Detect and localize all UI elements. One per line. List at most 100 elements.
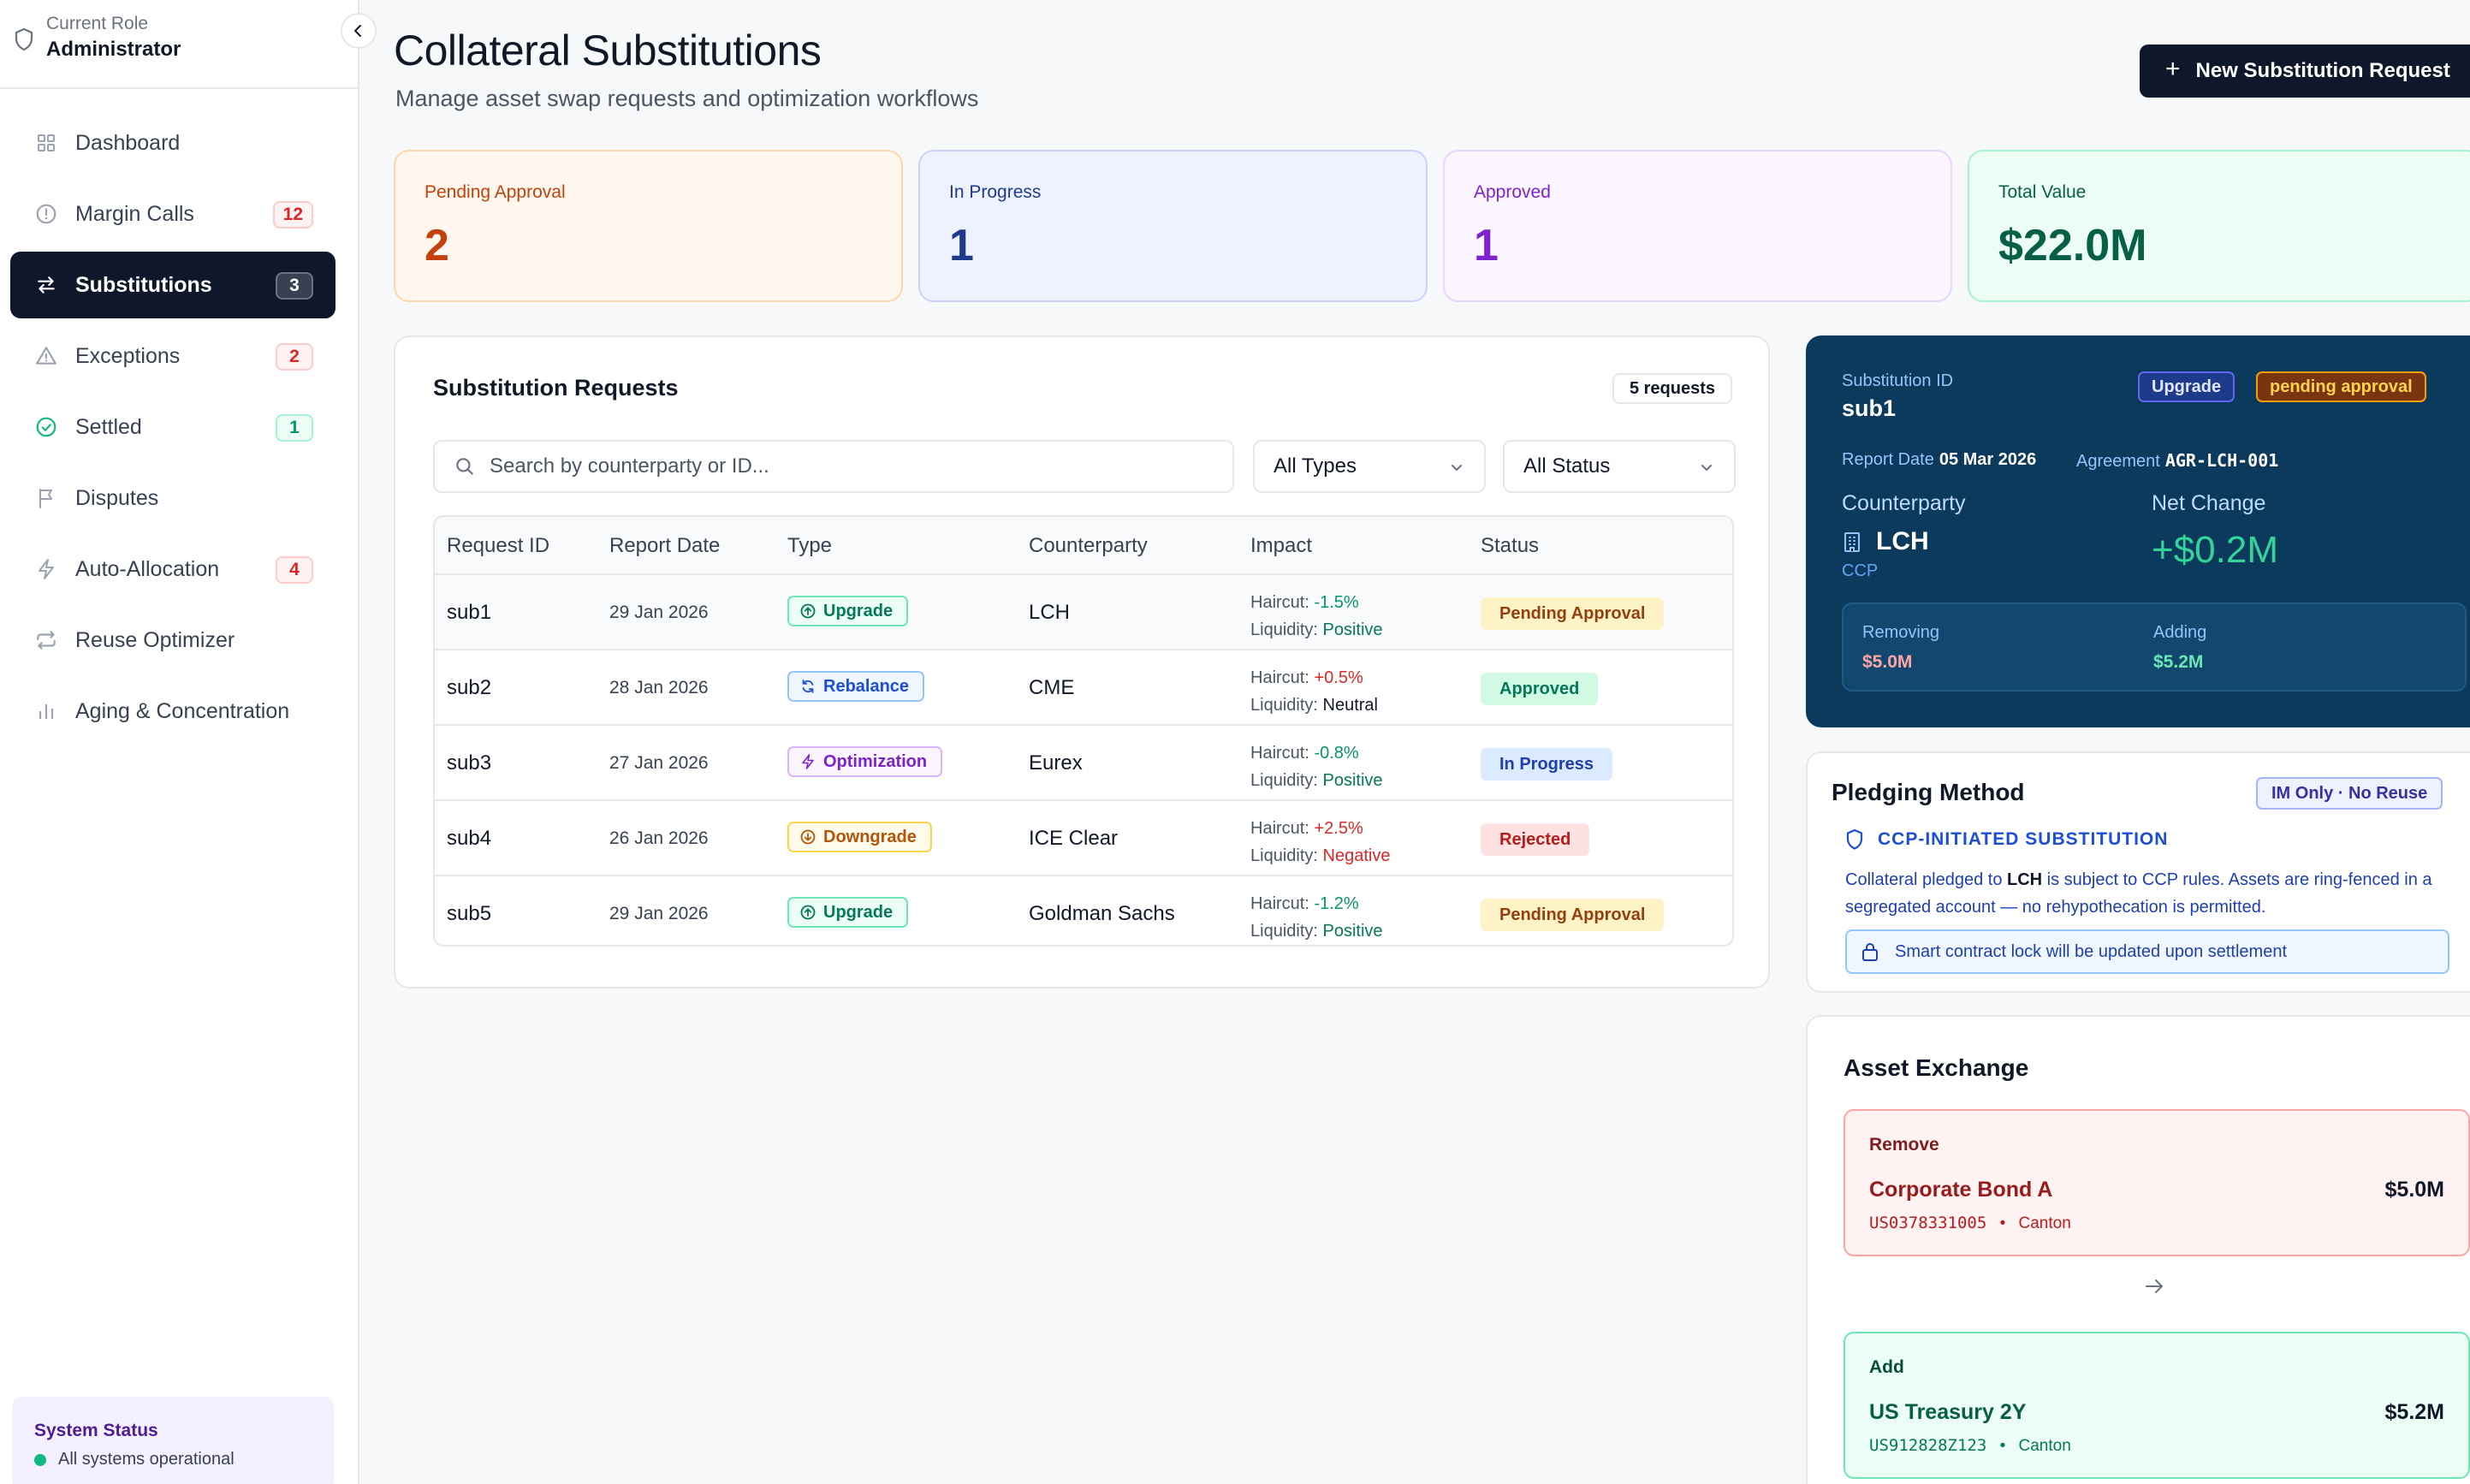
impact-cell: Haircut: -1.2% Liquidity: Positive (1250, 890, 1383, 945)
refresh-icon (802, 680, 814, 693)
impact-cell: Haircut: +0.5% Liquidity: Neutral (1250, 664, 1378, 719)
report-date: 26 Jan 2026 (609, 828, 709, 848)
haircut-label: Haircut: (1250, 593, 1309, 612)
sidebar-item-disputes[interactable]: Disputes (10, 465, 335, 531)
liquidity-label: Liquidity: (1250, 846, 1318, 865)
dashboard-icon (34, 131, 58, 155)
column-header-request-id[interactable]: Request ID (447, 534, 550, 557)
status-filter-select[interactable]: All Status (1503, 440, 1736, 493)
role-name[interactable]: Administrator (46, 38, 181, 61)
sidebar-item-reuse-optimizer[interactable]: Reuse Optimizer (10, 607, 335, 674)
substitution-detail-card: Substitution ID sub1 Upgrade pending app… (1806, 335, 2470, 727)
counterparty-label: Counterparty (1842, 491, 1966, 515)
sidebar-item-label: Substitutions (75, 272, 212, 297)
sidebar-item-label: Exceptions (75, 343, 181, 368)
column-header-impact[interactable]: Impact (1250, 534, 1313, 557)
lock-icon (1862, 943, 1878, 961)
column-header-report-date[interactable]: Report Date (609, 534, 721, 557)
stat-value: 1 (1474, 221, 1499, 270)
type-badge: Upgrade (787, 897, 909, 928)
arrow-up-circle-icon (800, 905, 816, 920)
bar-chart-icon (34, 699, 58, 723)
remove-asset-amount: $5.0M (2384, 1178, 2444, 1202)
sidebar-item-dashboard[interactable]: Dashboard (10, 110, 335, 176)
chevron-down-icon (1452, 465, 1462, 471)
status-dot-icon (34, 1453, 46, 1466)
table-header: Request ID Report Date Type Counterparty… (435, 517, 1732, 575)
request-id: sub1 (447, 601, 492, 624)
add-label: Add (1869, 1357, 1904, 1377)
remove-label: Remove (1869, 1135, 1939, 1155)
type-filter-select[interactable]: All Types (1253, 440, 1486, 493)
removing-label: Removing (1862, 623, 1940, 642)
request-id: sub5 (447, 902, 492, 925)
status-badge: Pending Approval (1481, 597, 1665, 630)
sidebar-item-label: Auto-Allocation (75, 556, 220, 581)
sidebar-item-exceptions[interactable]: Exceptions 2 (10, 323, 335, 389)
alert-circle-icon (34, 202, 58, 226)
report-date: 28 Jan 2026 (609, 678, 709, 697)
substitution-requests-card: Substitution Requests 5 requests All Typ… (394, 335, 1770, 988)
haircut-label: Haircut: (1250, 744, 1309, 763)
search-input[interactable] (490, 454, 1226, 478)
sidebar: Current Role Administrator Dashboard Mar… (0, 0, 359, 1484)
column-header-type[interactable]: Type (787, 534, 833, 557)
add-asset-name: US Treasury 2Y (1869, 1400, 2027, 1424)
search-box[interactable] (433, 440, 1234, 493)
liquidity-value: Neutral (1322, 696, 1378, 715)
collapse-sidebar-button[interactable] (341, 13, 377, 49)
pledging-heading: CCP-INITIATED SUBSTITUTION (1845, 828, 2168, 851)
counterparty: LCH (1029, 601, 1071, 624)
column-header-counterparty[interactable]: Counterparty (1029, 534, 1148, 557)
table-row[interactable]: sub4 26 Jan 2026 Downgrade ICE Clear Hai… (435, 801, 1732, 876)
type-label: Optimization (823, 751, 928, 771)
check-circle-icon (34, 415, 58, 439)
sidebar-item-aging-concentration[interactable]: Aging & Concentration (10, 678, 335, 745)
sidebar-item-label: Dashboard (75, 130, 181, 155)
sidebar-item-auto-allocation[interactable]: Auto-Allocation 4 (10, 536, 335, 603)
impact-cell: Haircut: +2.5% Liquidity: Negative (1250, 815, 1390, 870)
sidebar-item-settled[interactable]: Settled 1 (10, 394, 335, 460)
type-badge: Rebalance (787, 671, 925, 702)
sidebar-item-label: Settled (75, 414, 142, 439)
remove-asset-identifier: US0378331005 • Canton (1869, 1214, 2071, 1233)
status-badge: Pending Approval (1481, 899, 1665, 931)
haircut-value: -1.5% (1314, 593, 1359, 612)
new-substitution-request-button[interactable]: + New Substitution Request (2140, 45, 2470, 98)
report-date-label: Report Date (1842, 450, 1934, 469)
table-row[interactable]: sub5 29 Jan 2026 Upgrade Goldman Sachs H… (435, 876, 1732, 945)
system-status-panel: System Status All systems operational (12, 1397, 334, 1484)
counterparty-name: LCH (1842, 527, 1929, 556)
removing-value: $5.0M (1862, 652, 1913, 672)
separator: • (1999, 1437, 2006, 1455)
requests-table: Request ID Report Date Type Counterparty… (433, 515, 1734, 947)
counterparty: ICE Clear (1029, 827, 1119, 850)
new-substitution-request-label: New Substitution Request (2195, 59, 2450, 82)
pledging-description-suffix: is subject to CCP rules. Assets are ring… (1845, 870, 2432, 917)
haircut-label: Haircut: (1250, 668, 1309, 687)
request-id: sub4 (447, 827, 492, 850)
table-row[interactable]: sub3 27 Jan 2026 Optimization Eurex Hair… (435, 726, 1732, 801)
counterparty-type: CCP (1842, 561, 1879, 580)
column-header-status[interactable]: Status (1481, 534, 1540, 557)
count-badge: 1 (276, 414, 313, 442)
add-asset-identifier: US912828Z123 • Canton (1869, 1436, 2071, 1456)
table-row[interactable]: sub2 28 Jan 2026 Rebalance CME Haircut: … (435, 650, 1732, 726)
pledging-description-prefix: Collateral pledged to (1845, 870, 2008, 889)
shield-icon (1846, 828, 1863, 850)
count-badge: 12 (272, 201, 313, 229)
haircut-label: Haircut: (1250, 819, 1309, 838)
adding-label: Adding (2153, 623, 2207, 642)
liquidity-label: Liquidity: (1250, 620, 1318, 639)
stat-card-total-value: Total Value $22.0M (1968, 150, 2470, 302)
sidebar-item-margin-calls[interactable]: Margin Calls 12 (10, 181, 335, 247)
agreement-value: AGR-LCH-001 (2164, 450, 2279, 471)
shield-icon (15, 27, 33, 51)
request-id: sub3 (447, 751, 492, 775)
type-badge: Optimization (787, 746, 943, 777)
repeat-icon (34, 628, 58, 652)
sidebar-item-substitutions[interactable]: Substitutions 3 (10, 252, 335, 318)
table-row[interactable]: sub1 29 Jan 2026 Upgrade LCH Haircut: -1… (435, 575, 1732, 650)
pledging-method-card: Pledging Method IM Only · No Reuse CCP-I… (1806, 751, 2470, 993)
card-title: Asset Exchange (1844, 1054, 2029, 1081)
